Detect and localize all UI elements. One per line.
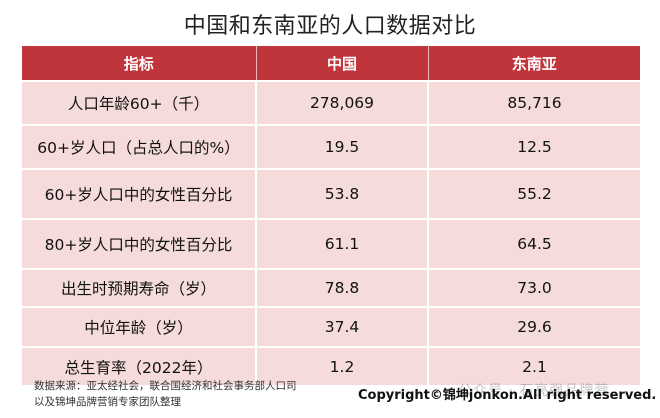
data-source-line-2: 以及锦坤品牌营销专家团队整理: [34, 396, 181, 408]
row-label-cell: 中位年龄（岁）: [22, 306, 257, 347]
header-indicator: 指标: [22, 46, 257, 81]
china-value-cell: 61.1: [256, 218, 429, 269]
data-source-line-1: 数据来源：亚太经社会，联合国经济和社会事务部人口司: [34, 380, 297, 392]
southeast-asia-value-cell: 29.6: [428, 306, 640, 347]
southeast-asia-value-cell: 73.0: [428, 268, 640, 307]
table-row: 总生育率（2022年） 1.2 2.1: [22, 346, 640, 385]
southeast-asia-value-cell: 12.5: [428, 124, 640, 169]
china-value-cell: 53.8: [256, 168, 429, 219]
table-title: 中国和东南亚的人口数据对比: [183, 14, 477, 39]
table-row: 60+岁人口中的女性百分比 53.8 55.2: [22, 168, 640, 219]
copyright-notice: Copyright©锦坤jonkon.All right reserved.: [358, 388, 657, 403]
table-row: 中位年龄（岁） 37.4 29.6: [22, 306, 640, 347]
china-value-cell: 37.4: [256, 306, 429, 347]
data-source-note: 数据来源：亚太经社会，联合国经济和社会事务部人口司 以及锦坤品牌营销专家团队整理: [34, 378, 364, 410]
china-value-cell: 278,069: [256, 80, 429, 125]
china-value-cell: 19.5: [256, 124, 429, 169]
southeast-asia-value-cell: 55.2: [428, 168, 640, 219]
table-row: 60+岁人口（占总人口的%） 19.5 12.5: [22, 124, 640, 169]
row-label-cell: 出生时预期寿命（岁）: [22, 268, 257, 307]
header-china: 中国: [256, 46, 429, 81]
southeast-asia-value-cell: 2.1: [428, 346, 640, 385]
table-row: 80+岁人口中的女性百分比 61.1 64.5: [22, 218, 640, 269]
row-label-cell: 60+岁人口中的女性百分比: [22, 168, 257, 219]
row-label-cell: 60+岁人口（占总人口的%）: [22, 124, 257, 169]
southeast-asia-value-cell: 85,716: [428, 80, 640, 125]
row-label-cell: 80+岁人口中的女性百分比: [22, 218, 257, 269]
row-label-cell: 人口年龄60+（千）: [22, 80, 257, 125]
comparison-table: 指标 中国 东南亚 人口年龄60+（千） 278,069 85,716 60+岁人口（…: [22, 46, 640, 385]
china-value-cell: 78.8: [256, 268, 429, 307]
southeast-asia-value-cell: 64.5: [428, 218, 640, 269]
row-label-cell: 总生育率（2022年）: [22, 346, 257, 385]
table-row: 出生时预期寿命（岁） 78.8 73.0: [22, 268, 640, 307]
table-header-row: 指标 中国 东南亚: [22, 46, 640, 81]
table-row: 人口年龄60+（千） 278,069 85,716: [22, 80, 640, 125]
watermark: 公众号 · 石亮强品牌营: [458, 383, 610, 399]
china-value-cell: 1.2: [256, 346, 429, 385]
header-southeast-asia: 东南亚: [428, 46, 640, 81]
